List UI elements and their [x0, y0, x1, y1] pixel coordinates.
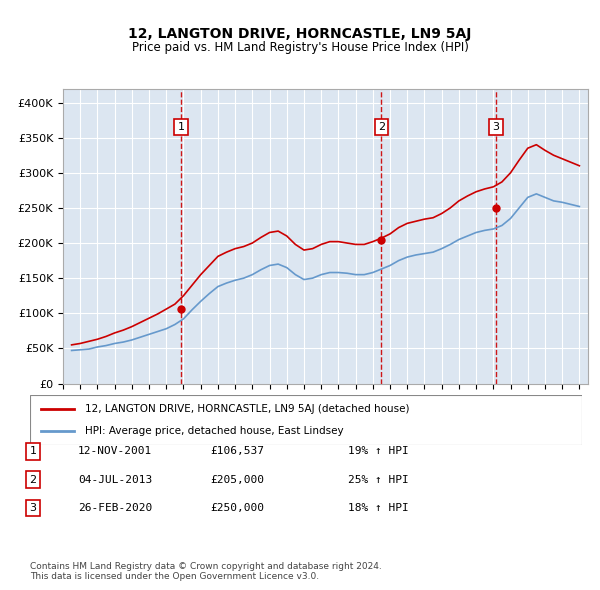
Text: 19% ↑ HPI: 19% ↑ HPI	[348, 447, 409, 456]
Text: 1: 1	[29, 447, 37, 456]
Text: 2: 2	[378, 122, 385, 132]
Text: £250,000: £250,000	[210, 503, 264, 513]
Text: Contains HM Land Registry data © Crown copyright and database right 2024.
This d: Contains HM Land Registry data © Crown c…	[30, 562, 382, 581]
Text: 12, LANGTON DRIVE, HORNCASTLE, LN9 5AJ: 12, LANGTON DRIVE, HORNCASTLE, LN9 5AJ	[128, 27, 472, 41]
Text: 12, LANGTON DRIVE, HORNCASTLE, LN9 5AJ (detached house): 12, LANGTON DRIVE, HORNCASTLE, LN9 5AJ (…	[85, 404, 410, 414]
FancyBboxPatch shape	[30, 395, 582, 445]
Text: 2: 2	[29, 475, 37, 484]
Text: 26-FEB-2020: 26-FEB-2020	[78, 503, 152, 513]
Text: 04-JUL-2013: 04-JUL-2013	[78, 475, 152, 484]
Text: £205,000: £205,000	[210, 475, 264, 484]
Text: 3: 3	[493, 122, 500, 132]
Text: 12-NOV-2001: 12-NOV-2001	[78, 447, 152, 456]
Text: £106,537: £106,537	[210, 447, 264, 456]
Text: 1: 1	[178, 122, 185, 132]
Text: 3: 3	[29, 503, 37, 513]
Text: HPI: Average price, detached house, East Lindsey: HPI: Average price, detached house, East…	[85, 427, 344, 437]
Text: 25% ↑ HPI: 25% ↑ HPI	[348, 475, 409, 484]
Text: Price paid vs. HM Land Registry's House Price Index (HPI): Price paid vs. HM Land Registry's House …	[131, 41, 469, 54]
Text: 18% ↑ HPI: 18% ↑ HPI	[348, 503, 409, 513]
